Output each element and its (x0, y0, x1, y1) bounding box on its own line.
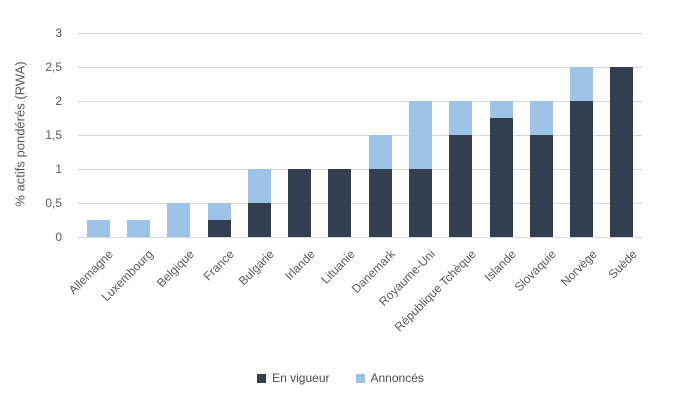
bar-segment-en-vigueur (610, 67, 634, 237)
gridline (78, 203, 642, 204)
bar-segment-en-vigueur (449, 135, 473, 237)
legend-label-annonces: Annoncés (370, 371, 424, 385)
bar-segment-annonces (408, 101, 432, 169)
y-tick-label: 1,5 (45, 128, 62, 142)
plot-area (78, 33, 642, 238)
gridline (78, 135, 642, 136)
legend-item-annonces: Annoncés (355, 371, 424, 385)
gridline (78, 33, 642, 34)
legend-swatch-en-vigueur (257, 373, 267, 383)
y-tick-label: 2,5 (45, 60, 62, 74)
y-tick-label: 2 (55, 94, 62, 108)
bar-segment-en-vigueur (408, 169, 432, 237)
legend: En vigueur Annoncés (0, 371, 681, 385)
legend-label-en-vigueur: En vigueur (272, 371, 330, 385)
bar-segment-en-vigueur (207, 220, 231, 237)
x-axis-line (78, 237, 642, 238)
legend-swatch-annonces (355, 373, 365, 383)
y-tick-label: 0,5 (45, 196, 62, 210)
y-tick-label: 1 (55, 162, 62, 176)
bar-segment-en-vigueur (570, 101, 594, 237)
bar-segment-en-vigueur (247, 203, 271, 237)
bar-segment-annonces (570, 67, 594, 101)
bar-segment-annonces (529, 101, 553, 135)
bar-segment-en-vigueur (368, 169, 392, 237)
bar-segment-annonces (489, 101, 513, 118)
gridline (78, 101, 642, 102)
bar-segment-annonces (449, 101, 473, 135)
bar-segment-annonces (167, 203, 191, 237)
bar-segment-annonces (247, 169, 271, 203)
bar-segment-annonces (207, 203, 231, 220)
y-tick-label: 3 (55, 26, 62, 40)
legend-item-en-vigueur: En vigueur (257, 371, 330, 385)
bar-segment-annonces (86, 220, 110, 237)
y-axis-tick-labels: 0 0,5 1 1,5 2 2,5 3 (0, 26, 68, 244)
bar-segment-en-vigueur (529, 135, 553, 237)
gridline (78, 67, 642, 68)
bar-segment-en-vigueur (288, 169, 312, 237)
y-tick-label: 0 (55, 230, 62, 244)
x-axis-labels: Allemagne Luxembourg Belgique France Bulgari… (66, 247, 642, 334)
bar-segment-annonces (368, 135, 392, 169)
gridline (78, 169, 642, 170)
bar-segment-annonces (126, 220, 150, 237)
bar-segment-en-vigueur (489, 118, 513, 237)
bar-segment-en-vigueur (328, 169, 352, 237)
